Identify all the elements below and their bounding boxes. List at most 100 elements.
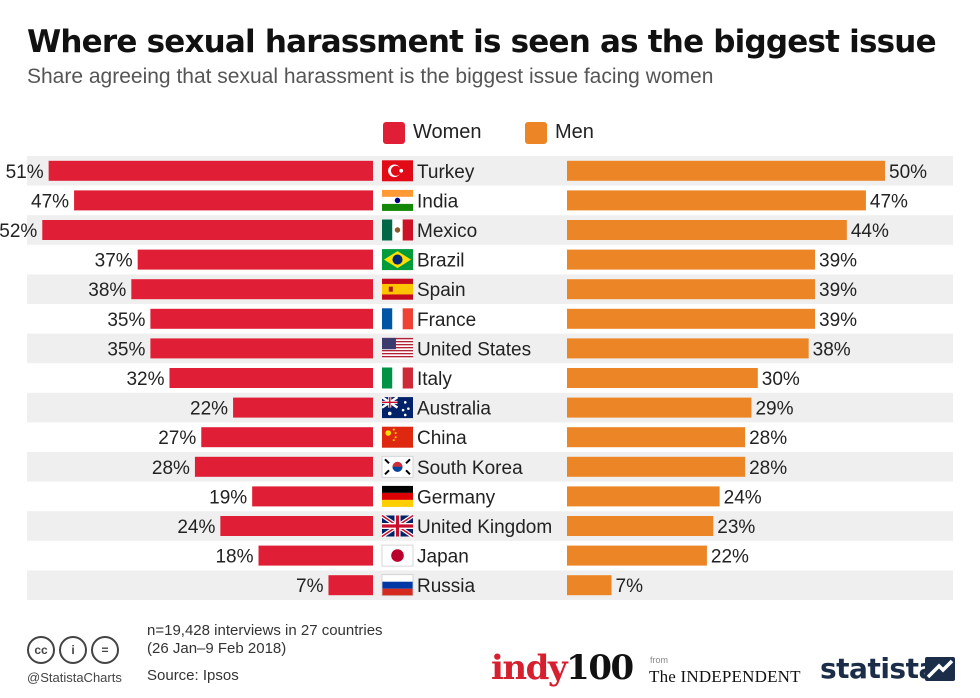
label-men-japan: 22% [711, 547, 749, 568]
legend-swatch-men [525, 122, 547, 144]
by-icon: i [59, 636, 87, 664]
bar-chart: 51% 50% Turkey 47% 47% India 52% 44% Mexico 37% 39… [0, 156, 953, 600]
bar-men-india [567, 190, 866, 211]
statista-mark-icon [925, 657, 955, 681]
indy100-logo-text: indy [491, 648, 568, 688]
bar-men-china [567, 427, 746, 448]
bar-women-china [201, 427, 373, 448]
label-women-russia: 7% [296, 576, 324, 597]
label-women-germany: 19% [209, 487, 247, 508]
france-flag-icon [382, 308, 413, 330]
country-label-france: France [417, 310, 476, 331]
legend-label-men: Men [555, 121, 594, 143]
country-label-italy: Italy [417, 369, 452, 390]
bar-men-united-states [567, 338, 809, 359]
label-men-united-states: 38% [813, 339, 851, 360]
bar-women-united-kingdom [220, 516, 373, 536]
row-stripe [27, 452, 953, 482]
label-men-france: 39% [819, 310, 857, 331]
turkey-flag-icon [382, 160, 413, 182]
label-men-united-kingdom: 23% [717, 517, 755, 538]
bar-men-mexico [567, 220, 847, 240]
label-women-france: 35% [107, 310, 145, 331]
bar-men-australia [567, 397, 752, 418]
germany-flag-icon [382, 485, 413, 507]
label-women-australia: 22% [190, 399, 228, 420]
china-flag-icon [382, 426, 413, 448]
country-label-mexico: Mexico [417, 221, 477, 242]
label-women-china: 27% [158, 428, 196, 449]
country-label-australia: Australia [417, 399, 491, 420]
label-men-australia: 29% [755, 399, 793, 420]
row-stripe [27, 392, 953, 423]
country-label-japan: Japan [417, 547, 469, 568]
cc-icon: cc [27, 636, 55, 664]
label-women-mexico: 52% [0, 221, 37, 242]
label-men-brazil: 39% [819, 251, 857, 272]
bar-women-turkey [48, 160, 373, 181]
country-label-china: China [417, 428, 467, 449]
country-label-india: India [417, 191, 459, 212]
indy100-logo: indy100 [491, 648, 634, 688]
bar-women-france [150, 308, 373, 329]
label-women-spain: 38% [88, 280, 126, 301]
bar-women-india [74, 190, 373, 211]
spain-flag-icon [382, 278, 413, 300]
label-women-italy: 32% [126, 369, 164, 390]
japan-flag-icon [381, 544, 414, 567]
legend-swatch-women [383, 122, 405, 144]
legend-label-women: Women [413, 121, 482, 143]
bar-men-italy [567, 368, 758, 388]
bar-women-italy [169, 368, 373, 388]
usa-flag-icon [382, 337, 413, 359]
label-women-japan: 18% [215, 547, 253, 568]
license-icons: cc i = [27, 636, 119, 664]
india-flag-icon [382, 189, 413, 211]
bar-men-south-korea [567, 456, 746, 477]
bar-women-south-korea [194, 456, 373, 477]
sample-note: n=19,428 interviews in 27 countries (26 … [147, 622, 383, 658]
indy100-logo-num: 100 [566, 648, 634, 688]
bar-women-russia [328, 575, 373, 596]
label-men-italy: 30% [762, 369, 800, 390]
label-women-india: 47% [31, 191, 69, 212]
label-women-united-kingdom: 24% [177, 517, 215, 538]
label-men-china: 28% [749, 428, 787, 449]
bar-men-brazil [567, 249, 816, 270]
from-label: from [650, 655, 668, 665]
row-stripe [27, 570, 953, 600]
label-men-south-korea: 28% [749, 458, 787, 479]
country-label-united-kingdom: United Kingdom [417, 517, 552, 538]
country-label-brazil: Brazil [417, 251, 465, 272]
bar-women-mexico [42, 220, 373, 240]
bar-men-spain [567, 279, 816, 300]
label-women-south-korea: 28% [152, 458, 190, 479]
row-stripe [27, 511, 953, 541]
bar-men-russia [567, 575, 612, 596]
italy-flag-icon [382, 367, 413, 389]
label-women-united-states: 35% [107, 339, 145, 360]
independent-logo: The INDEPENDENT [649, 667, 801, 686]
bar-women-spain [131, 279, 373, 300]
nd-icon: = [91, 636, 119, 664]
label-men-turkey: 50% [889, 162, 927, 183]
australia-flag-icon [381, 396, 413, 419]
bar-men-turkey [567, 160, 885, 181]
country-label-spain: Spain [417, 280, 466, 301]
chart-title: Where sexual harassment is seen as the b… [27, 24, 937, 60]
bar-women-brazil [137, 249, 373, 270]
bar-men-germany [567, 486, 720, 507]
chart-subtitle: Share agreeing that sexual harassment is… [27, 65, 714, 88]
label-women-turkey: 51% [6, 162, 44, 183]
bar-women-united-states [150, 338, 373, 359]
brazil-flag-icon [382, 249, 413, 271]
sample-note-line2: (26 Jan–9 Feb 2018) [147, 640, 287, 657]
uk-flag-icon [380, 513, 415, 539]
bar-men-france [567, 308, 816, 329]
bar-women-germany [252, 486, 373, 507]
statista-handle: @StatistaCharts [27, 670, 122, 685]
bar-men-united-kingdom [567, 516, 714, 536]
country-label-germany: Germany [417, 487, 496, 508]
label-men-russia: 7% [616, 576, 644, 597]
bar-women-japan [258, 545, 373, 566]
